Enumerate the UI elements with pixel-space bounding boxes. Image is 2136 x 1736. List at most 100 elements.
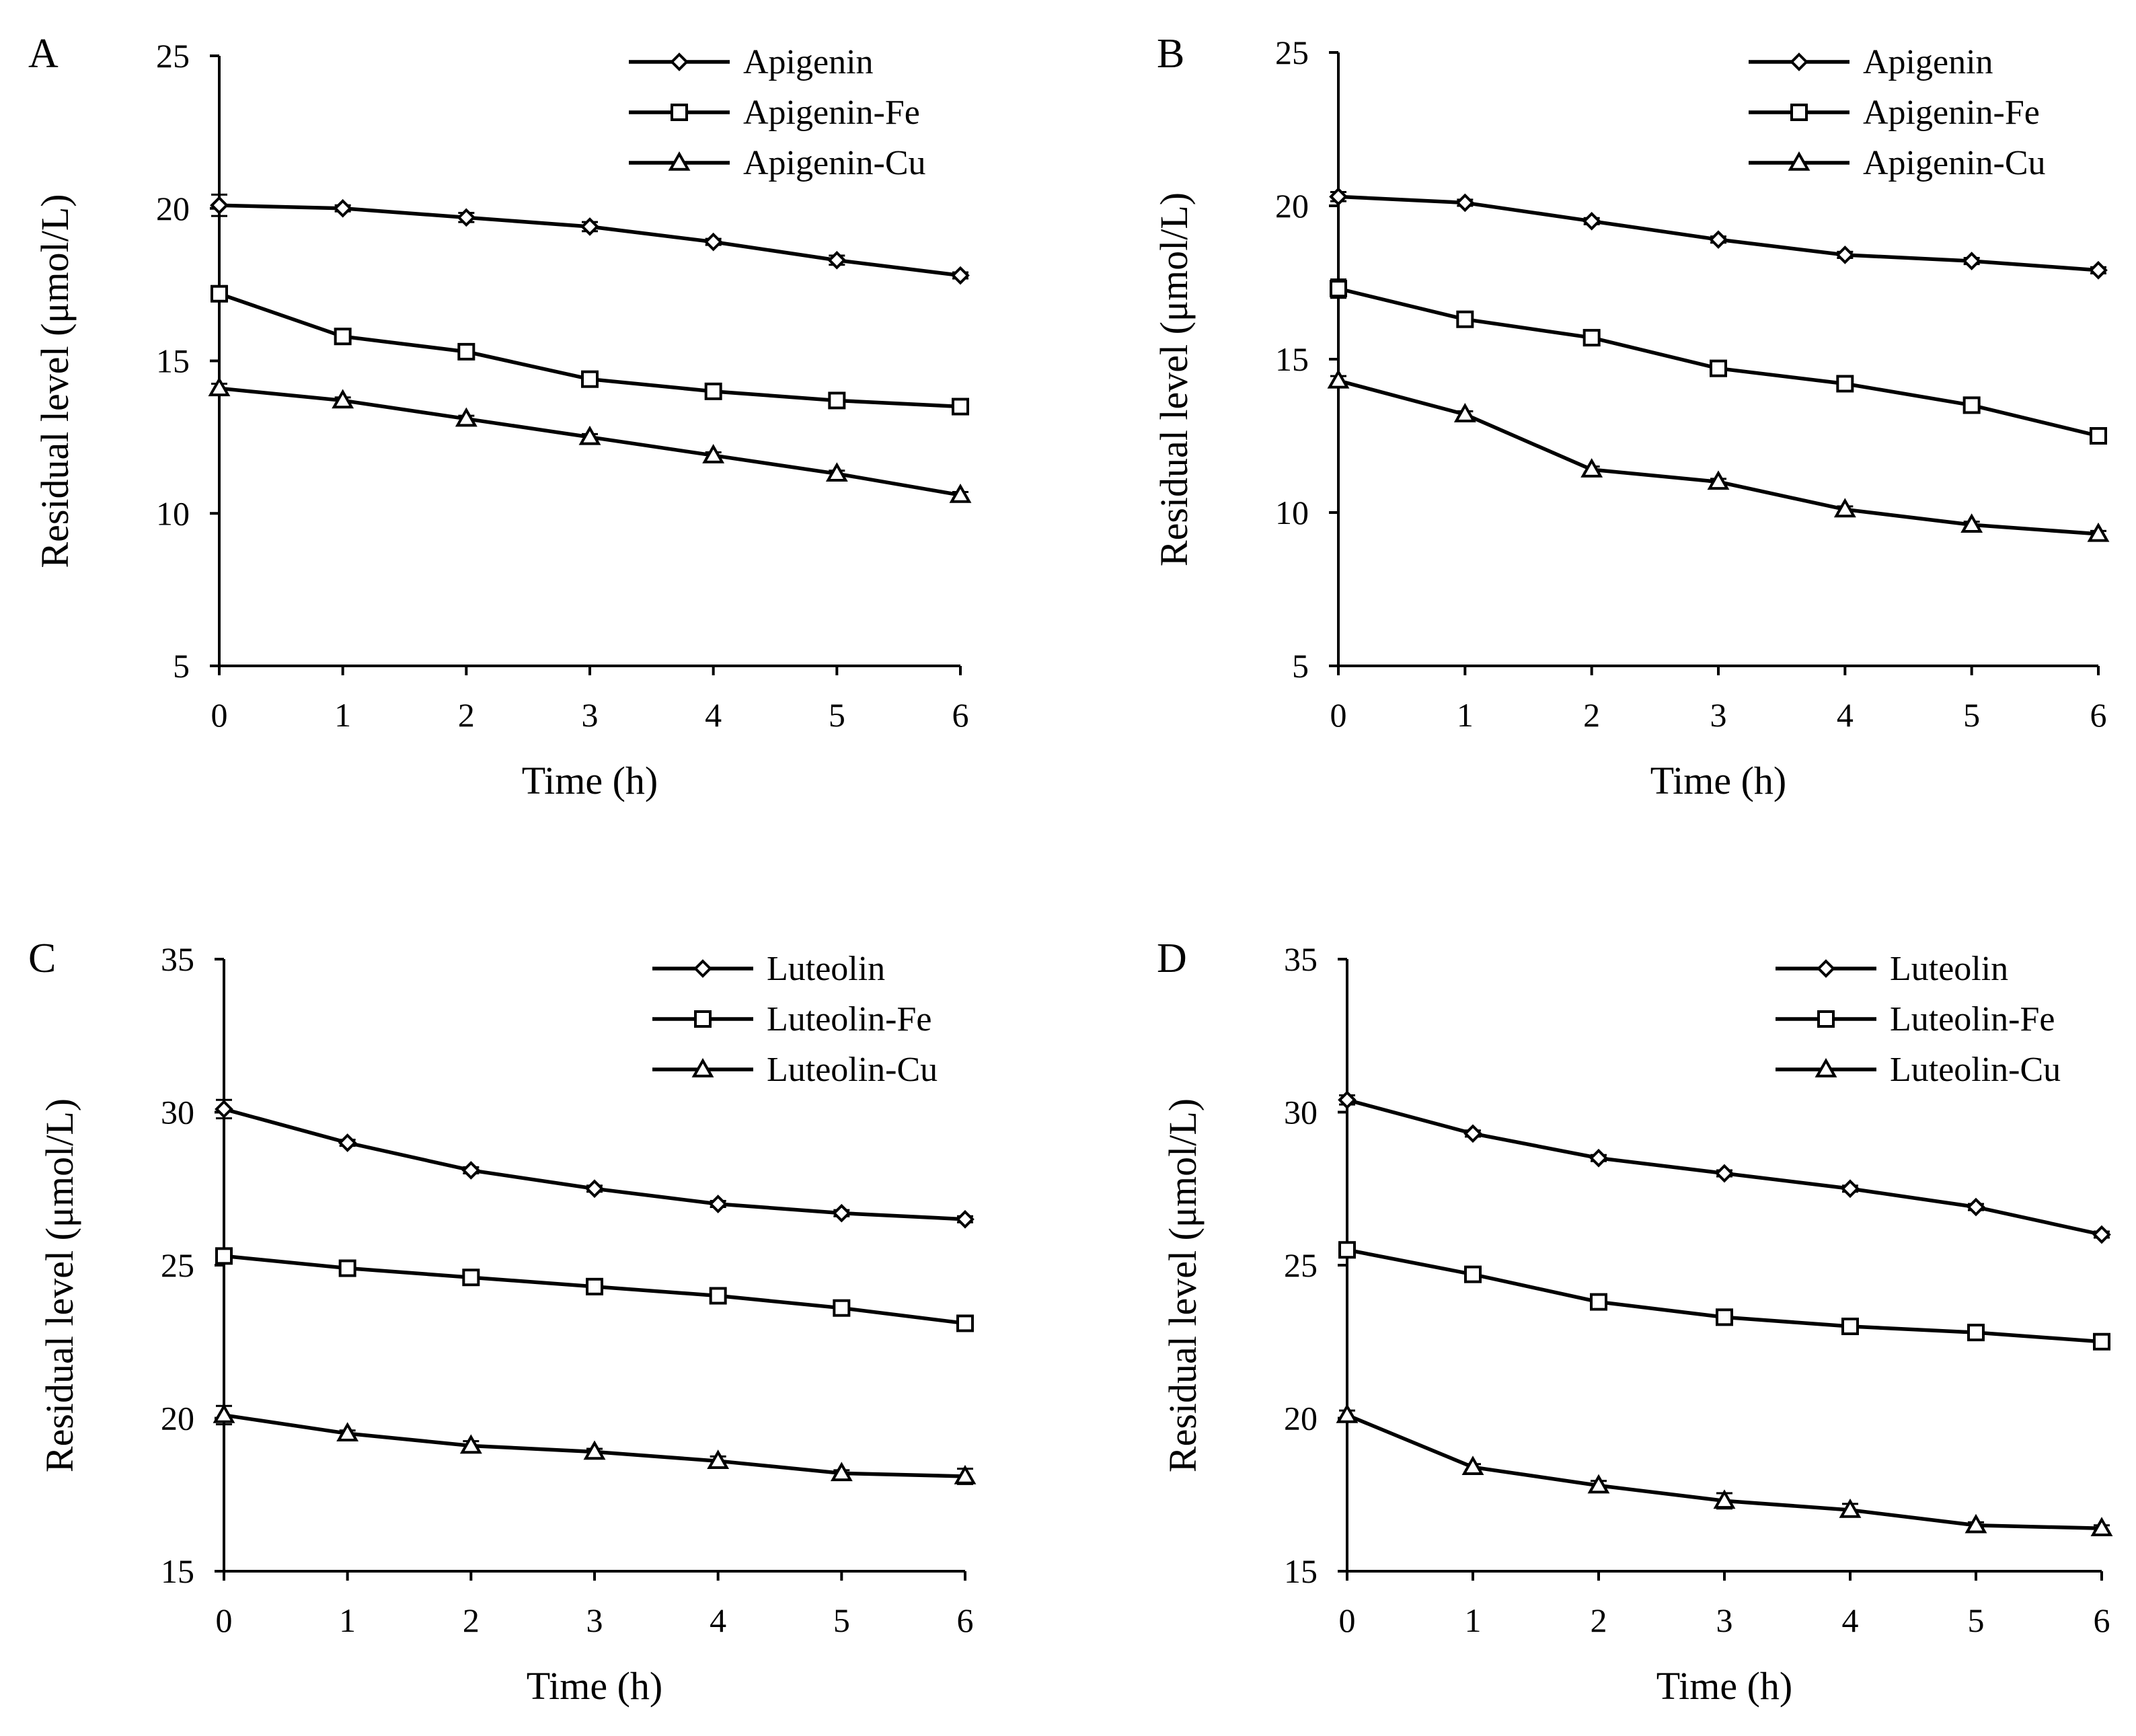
legend-marker-triangle xyxy=(1815,1057,1837,1078)
x-tick-label: 0 xyxy=(211,696,228,734)
legend-label: Apigenin xyxy=(1863,43,1993,81)
series-apigenin-fe xyxy=(1330,278,2107,445)
series-luteolin xyxy=(1338,1090,2111,1244)
data-point-square xyxy=(1716,1308,1733,1326)
legend-label: Luteolin xyxy=(1890,950,2008,988)
data-point-triangle xyxy=(1833,498,1856,518)
y-tick-label: 5 xyxy=(1292,647,1309,685)
data-point-triangle xyxy=(332,389,354,409)
data-point-diamond xyxy=(703,232,723,252)
data-point-square xyxy=(1590,1293,1607,1311)
series-luteolin-cu xyxy=(213,1403,977,1485)
x-tick-label: 0 xyxy=(1330,696,1347,734)
legend-label: Luteolin xyxy=(767,950,885,988)
data-point-triangle xyxy=(1580,458,1603,478)
data-point-diamond xyxy=(956,1209,975,1229)
data-point-triangle xyxy=(455,407,478,427)
data-point-triangle xyxy=(1707,470,1730,490)
data-point-triangle xyxy=(213,1403,235,1423)
y-tick-label: 25 xyxy=(161,1246,194,1284)
y-tick-label: 10 xyxy=(156,494,190,532)
legend-marker-diamond xyxy=(1790,52,1808,71)
x-tick-label: 2 xyxy=(1591,1601,1607,1639)
legend-marker-triangle xyxy=(668,151,691,171)
y-tick-label: 20 xyxy=(161,1400,194,1437)
series-line xyxy=(223,1107,966,1221)
legend-label: Luteolin-Cu xyxy=(767,1051,938,1089)
legend-marker-diamond xyxy=(693,959,712,978)
data-point-diamond xyxy=(1841,1179,1860,1199)
y-tick-label: 5 xyxy=(173,647,190,685)
data-point-triangle xyxy=(1965,1513,1987,1534)
y-tick-label: 35 xyxy=(1284,940,1318,978)
panel-letter: C xyxy=(28,936,56,981)
data-point-square xyxy=(581,370,599,388)
y-tick-label: 25 xyxy=(1284,1246,1318,1284)
data-point-square xyxy=(1836,375,1854,393)
x-tick-label: 3 xyxy=(582,696,599,734)
data-point-triangle xyxy=(1461,1456,1484,1476)
series-line xyxy=(1346,1413,2102,1531)
legend-entry: Apigenin-Cu xyxy=(629,144,926,182)
panel-letter: B xyxy=(1157,31,1184,77)
series-line xyxy=(219,292,961,409)
data-point-diamond xyxy=(951,266,970,285)
series-line xyxy=(1338,379,2099,536)
data-point-triangle xyxy=(583,1440,606,1460)
panel-d: D 15 20 25 30 35 0 1 2 3 4 5 6 Time (h) Residual level… xyxy=(1157,936,2113,1708)
data-point-diamond xyxy=(461,1161,481,1180)
data-point-triangle xyxy=(578,425,601,445)
data-point-square xyxy=(828,391,846,410)
data-point-diamond xyxy=(1835,246,1855,264)
series-apigenin xyxy=(210,193,970,285)
legend-label: Apigenin-Cu xyxy=(743,144,926,182)
data-point-triangle xyxy=(1336,1403,1359,1423)
data-point-square xyxy=(1464,1265,1482,1283)
x-tick-label: 5 xyxy=(833,1601,850,1639)
data-point-diamond xyxy=(215,1100,233,1119)
data-point-diamond xyxy=(585,1179,604,1199)
data-point-triangle xyxy=(336,1422,359,1441)
x-tick-label: 6 xyxy=(2090,696,2107,734)
x-tick-label: 0 xyxy=(216,1601,233,1639)
x-axis-title: Time (h) xyxy=(1656,1664,1793,1708)
legend-label: Apigenin-Cu xyxy=(1863,144,2046,182)
legend-entry: Apigenin xyxy=(629,43,874,81)
legend-entry: Luteolin-Fe xyxy=(1776,1000,2055,1039)
data-point-diamond xyxy=(2089,260,2108,280)
legend-entry: Luteolin-Fe xyxy=(652,1000,932,1039)
data-point-square xyxy=(1582,329,1601,347)
legend-entry: Apigenin xyxy=(1749,43,1993,81)
data-point-triangle xyxy=(1327,369,1350,389)
legend-label: Luteolin-Cu xyxy=(1890,1051,2061,1089)
legend-label: Apigenin xyxy=(743,43,874,81)
y-tick-label: 15 xyxy=(1275,340,1309,378)
data-point-triangle xyxy=(1587,1474,1610,1494)
y-tick-label: 25 xyxy=(1275,34,1309,71)
data-point-diamond xyxy=(333,198,352,218)
legend-label: Luteolin-Fe xyxy=(1890,1000,2055,1039)
x-tick-label: 4 xyxy=(1842,1601,1859,1639)
x-tick-label: 3 xyxy=(1710,696,1727,734)
legend-marker-square xyxy=(671,104,688,121)
data-point-square xyxy=(952,398,969,416)
y-axis-title: Residual level (μmol/L) xyxy=(1152,192,1196,566)
data-point-diamond xyxy=(338,1133,357,1152)
x-tick-label: 2 xyxy=(463,1601,480,1639)
legend-marker-triangle xyxy=(1788,151,1810,171)
data-point-diamond xyxy=(2092,1225,2111,1244)
x-tick-label: 6 xyxy=(2094,1601,2110,1639)
legend-marker-square xyxy=(1790,104,1808,121)
data-point-triangle xyxy=(459,1434,482,1454)
data-point-diamond xyxy=(1589,1148,1608,1168)
data-point-square xyxy=(462,1269,480,1287)
data-point-diamond xyxy=(457,208,476,227)
panel-letter: D xyxy=(1157,936,1187,981)
data-point-square xyxy=(1338,1241,1356,1259)
x-axis-title: Time (h) xyxy=(527,1664,663,1708)
data-point-square xyxy=(457,342,475,361)
x-axis-title: Time (h) xyxy=(1650,759,1787,802)
x-tick-label: 3 xyxy=(1716,1601,1733,1639)
x-tick-label: 1 xyxy=(1465,1601,1482,1639)
